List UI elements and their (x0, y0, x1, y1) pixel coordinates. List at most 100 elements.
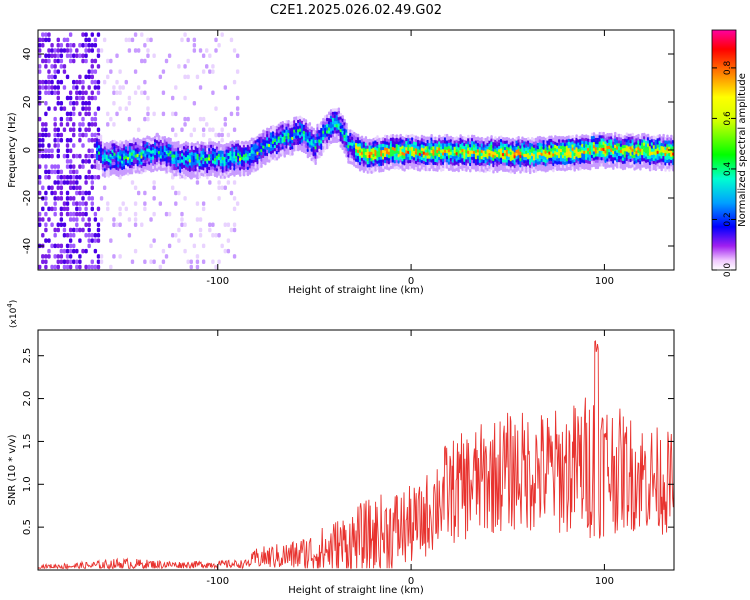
heatmap-cell (500, 144, 503, 149)
heatmap-cell (411, 136, 414, 141)
heatmap-cell (295, 147, 298, 152)
heatmap-cell (167, 243, 172, 249)
heatmap-cell (565, 154, 569, 159)
heatmap-cell (391, 134, 395, 138)
heatmap-cell (579, 166, 582, 171)
heatmap-cell (117, 164, 120, 168)
heatmap-cell (349, 135, 352, 140)
colorbar-ticks: 0.00.20.40.60.8 (712, 60, 736, 277)
heatmap-cell (453, 168, 457, 172)
heatmap-cell (277, 136, 281, 140)
heatmap-cell (393, 153, 397, 158)
heatmap-cell (87, 190, 91, 196)
heatmap-cell (138, 151, 141, 155)
heatmap-cell (567, 163, 571, 168)
heatmap-cell (291, 139, 294, 144)
heatmap-cell (239, 173, 242, 177)
heatmap-cell (529, 154, 532, 159)
heatmap-cell (264, 155, 267, 160)
heatmap-cell (316, 145, 319, 150)
heatmap-cell (414, 163, 418, 168)
heatmap-cell (68, 58, 73, 64)
heatmap-cell (81, 201, 85, 206)
heatmap-cell (275, 141, 279, 145)
heatmap-cell (378, 140, 381, 145)
heatmap-cell (548, 141, 551, 146)
heatmap-cell (411, 158, 414, 163)
heatmap-cell (358, 136, 362, 141)
heatmap-cell (643, 157, 646, 162)
heatmap-cell (409, 137, 412, 142)
heatmap-cell (474, 152, 478, 157)
heatmap-cell (438, 156, 441, 161)
heatmap-cell (258, 149, 261, 153)
heatmap-cell (459, 143, 462, 148)
heatmap-cell (409, 153, 412, 157)
heatmap-cell (109, 238, 113, 243)
heatmap-cell (445, 165, 449, 169)
heatmap-cell (494, 139, 497, 143)
heatmap-cell (173, 141, 176, 146)
heatmap-cell (134, 157, 138, 162)
heatmap-cell (208, 163, 211, 167)
heatmap-cell (627, 158, 631, 163)
heatmap-cell (289, 149, 292, 154)
heatmap-cell (158, 201, 163, 206)
heatmap-cell (331, 133, 335, 137)
heatmap-cell (372, 159, 375, 164)
heatmap-cell (72, 58, 76, 64)
heatmap-cell (413, 138, 416, 142)
heatmap-cell (571, 150, 574, 155)
heatmap-cell (606, 151, 609, 156)
heatmap-cell (571, 156, 574, 161)
heatmap-cell (652, 151, 656, 155)
heatmap-cell (308, 147, 312, 151)
heatmap-cell (554, 153, 557, 158)
snr-exponent-base: (x10 (9, 307, 19, 328)
heatmap-cell (287, 129, 290, 134)
heatmap-cell (93, 79, 98, 85)
heatmap-cell (356, 158, 360, 163)
heatmap-cell (372, 147, 375, 151)
heatmap-cell (95, 153, 99, 158)
heatmap-cell (561, 145, 565, 149)
heatmap-cell (78, 90, 82, 95)
heatmap-cell (256, 163, 259, 168)
heatmap-cell (517, 160, 520, 165)
heatmap-cell (171, 144, 174, 149)
heatmap-cell (103, 155, 107, 160)
heatmap-cell (538, 142, 542, 146)
heatmap-cell (171, 141, 174, 146)
heatmap-cell (126, 147, 130, 151)
heatmap-cell (297, 116, 300, 120)
heatmap-cell (650, 148, 654, 152)
heatmap-cell (606, 164, 609, 168)
snr-ytick-label: 1.5 (22, 433, 33, 449)
heatmap-cell (170, 95, 175, 101)
heatmap-cell (409, 140, 412, 145)
heatmap-cell (239, 141, 242, 146)
heatmap-cell (128, 152, 132, 156)
heatmap-cell (297, 147, 300, 152)
heatmap-cell (254, 164, 257, 169)
heatmap-cell (621, 135, 625, 140)
heatmap-cell (93, 69, 98, 74)
heatmap-cell (424, 161, 428, 166)
heatmap-cell (391, 165, 395, 169)
heatmap-cell (146, 147, 149, 152)
heatmap-cell (148, 142, 151, 146)
heatmap-cell (174, 85, 178, 90)
heatmap-cell (544, 165, 547, 170)
heatmap-cell (235, 53, 240, 59)
heatmap-cell (146, 37, 150, 43)
heatmap-cell (285, 135, 288, 140)
heatmap-cell (44, 32, 48, 37)
heatmap-cell (331, 108, 335, 112)
heatmap-cell (266, 146, 269, 150)
heatmap-cell (271, 127, 275, 132)
heatmap-cell (592, 135, 596, 139)
heatmap-cell (111, 171, 114, 175)
heatmap-cell (90, 64, 94, 69)
heatmap-cell (451, 161, 455, 166)
heatmap-cell (119, 146, 122, 150)
